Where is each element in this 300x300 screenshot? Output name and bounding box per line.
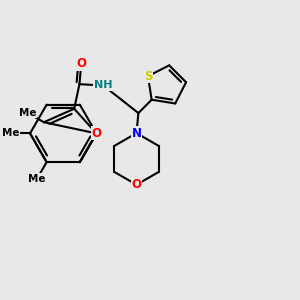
Text: O: O xyxy=(76,57,86,70)
Text: N: N xyxy=(131,127,142,140)
Text: NH: NH xyxy=(94,80,112,90)
Text: Me: Me xyxy=(28,174,46,184)
Text: Me: Me xyxy=(2,128,20,138)
Text: O: O xyxy=(131,178,142,191)
Text: Me: Me xyxy=(19,108,36,118)
Text: S: S xyxy=(144,70,152,83)
Text: O: O xyxy=(92,127,101,140)
